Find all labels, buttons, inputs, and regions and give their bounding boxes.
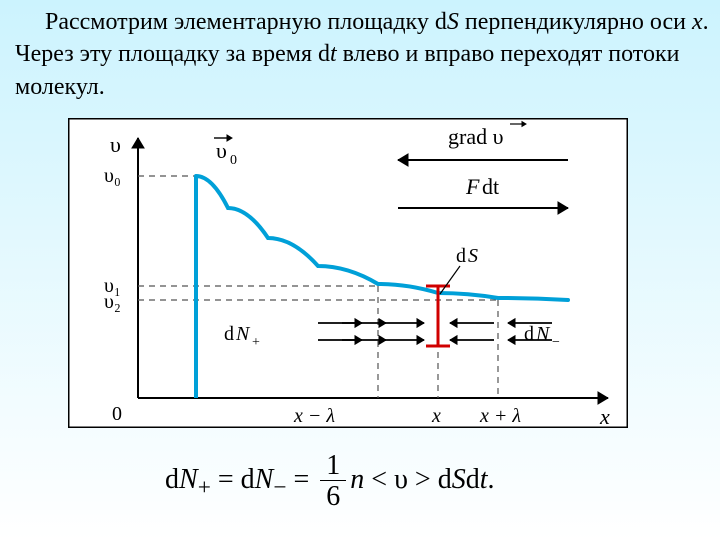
slide-root: Рассмотрим элементарную площадку dS перп… [0, 0, 720, 540]
chart-svg: xυ0υ₀υ₁υ₂x − λxx + λυ0grad υFdtdSdN+dN− [68, 118, 628, 428]
svg-text:0: 0 [112, 403, 122, 425]
svg-text:S: S [468, 245, 478, 267]
svg-text:d: d [456, 245, 466, 267]
svg-text:N: N [235, 323, 251, 345]
svg-text:N: N [535, 323, 551, 345]
svg-text:+: + [252, 335, 260, 350]
svg-text:x: x [431, 405, 441, 427]
svg-text:0: 0 [230, 153, 237, 168]
formula: dN+ = dN− = 16n < υ > dSdt. [165, 452, 495, 511]
svg-text:grad υ: grad υ [448, 124, 504, 149]
svg-text:dt: dt [482, 174, 499, 199]
svg-text:x: x [599, 404, 610, 428]
svg-text:−: − [552, 335, 560, 350]
body-text: Рассмотрим элементарную площадку dS перп… [15, 6, 715, 103]
svg-text:υ: υ [216, 138, 227, 163]
svg-text:d: d [224, 323, 234, 345]
svg-text:υ: υ [110, 132, 121, 157]
svg-text:υ₂: υ₂ [104, 291, 121, 313]
svg-text:x − λ: x − λ [293, 405, 335, 427]
svg-text:x + λ: x + λ [479, 405, 521, 427]
svg-text:F: F [465, 174, 480, 199]
svg-text:d: d [524, 323, 534, 345]
chart: xυ0υ₀υ₁υ₂x − λxx + λυ0grad υFdtdSdN+dN− [68, 118, 628, 428]
svg-text:υ₀: υ₀ [104, 165, 121, 187]
